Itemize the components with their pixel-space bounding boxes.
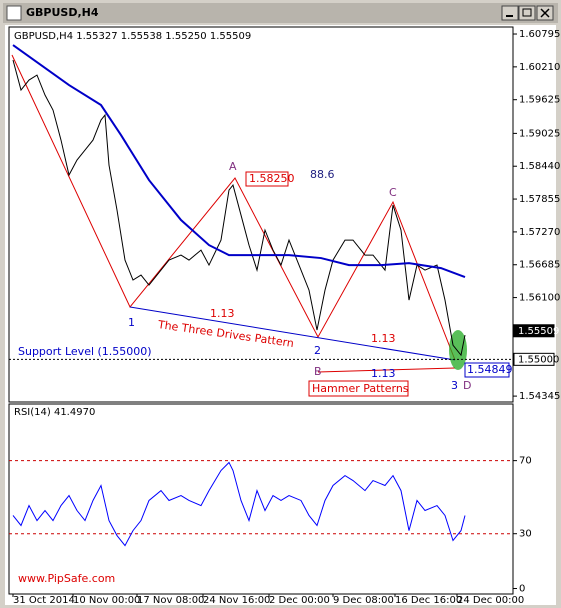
drives-trendline — [129, 306, 456, 361]
annotation: 1.13 — [371, 367, 396, 380]
x-tick-label: 16 Dec 16:00 — [395, 595, 462, 606]
annotation: B — [314, 365, 322, 378]
y-tick-label: 0 — [519, 584, 525, 595]
minimize-button[interactable] — [501, 5, 519, 21]
window-icon — [6, 5, 22, 21]
y-tick-label: 1.57855 — [519, 194, 560, 205]
y-tick-label: 30 — [519, 529, 532, 540]
y-tick-label: 1.57270 — [519, 227, 560, 238]
annotation-box — [308, 380, 409, 397]
x-tick-label: 10 Nov 00:00 — [73, 595, 140, 606]
y-tick-label: 1.56100 — [519, 293, 560, 304]
y-tick-label: 1.59625 — [519, 95, 560, 106]
hammer-pointer — [317, 367, 456, 373]
series-line — [12, 44, 466, 279]
annotation: 3 — [451, 379, 458, 392]
x-tick-label: 2 Dec 00:00 — [269, 595, 330, 606]
chart-header: GBPUSD,H4 1.55327 1.55538 1.55250 1.5550… — [14, 31, 251, 42]
annotation: 1.54849 — [467, 363, 513, 376]
y-tick-label: 70 — [519, 456, 532, 467]
plot-layer — [9, 44, 513, 547]
annotation-box — [245, 171, 289, 187]
annotation: 1.58250 — [249, 172, 295, 185]
series-line — [12, 461, 466, 547]
y-tick-label: 1.54345 — [519, 391, 560, 402]
main-panel — [8, 26, 514, 403]
y-tick-label: 1.60795 — [519, 29, 560, 40]
annotation: C — [389, 186, 397, 199]
x-tick-label: 24 Nov 16:00 — [203, 595, 270, 606]
x-tick-label: 9 Dec 08:00 — [333, 595, 394, 606]
title-bar — [3, 3, 558, 23]
annotation: 1.13 — [210, 307, 235, 320]
rsi-title: RSI(14) 41.4970 — [14, 407, 95, 418]
annotation: Support Level (1.55000) — [18, 345, 152, 358]
window-title: GBPUSD,H4 — [26, 6, 99, 19]
price-mark-label: 1.55000 — [518, 354, 559, 365]
annotation-box — [464, 362, 510, 378]
x-tick-label: 24 Dec 00:00 — [457, 595, 524, 606]
price-mark-box — [513, 352, 555, 366]
maximize-icon — [522, 8, 532, 17]
annotation: Hammer Patterns — [312, 382, 409, 395]
annotation: 2 — [314, 344, 321, 357]
annotation: 1 — [128, 316, 135, 329]
rsi-panel — [8, 403, 514, 595]
price-mark-box — [513, 324, 555, 338]
annotation: D — [463, 379, 471, 392]
window-buttons[interactable] — [501, 5, 554, 21]
series-line — [12, 59, 466, 357]
annotation: 1.13 — [371, 332, 396, 345]
annotation: A — [229, 160, 237, 173]
y-tick-label: 1.60210 — [519, 62, 560, 73]
y-tick-label: 1.56685 — [519, 260, 560, 271]
x-tick-label: 31 Oct 2014 — [13, 595, 75, 606]
hammer-highlight — [449, 330, 467, 370]
x-tick-label: 17 Nov 08:00 — [137, 595, 204, 606]
close-icon — [540, 8, 550, 18]
y-tick-label: 1.59025 — [519, 128, 560, 139]
price-mark-label: 1.55509 — [518, 326, 559, 337]
watermark: www.PipSafe.com — [18, 572, 115, 585]
chart-area — [5, 25, 556, 605]
annotation: 88.6 — [310, 168, 335, 181]
maximize-button[interactable] — [518, 5, 536, 21]
y-tick-label: 1.58440 — [519, 161, 560, 172]
